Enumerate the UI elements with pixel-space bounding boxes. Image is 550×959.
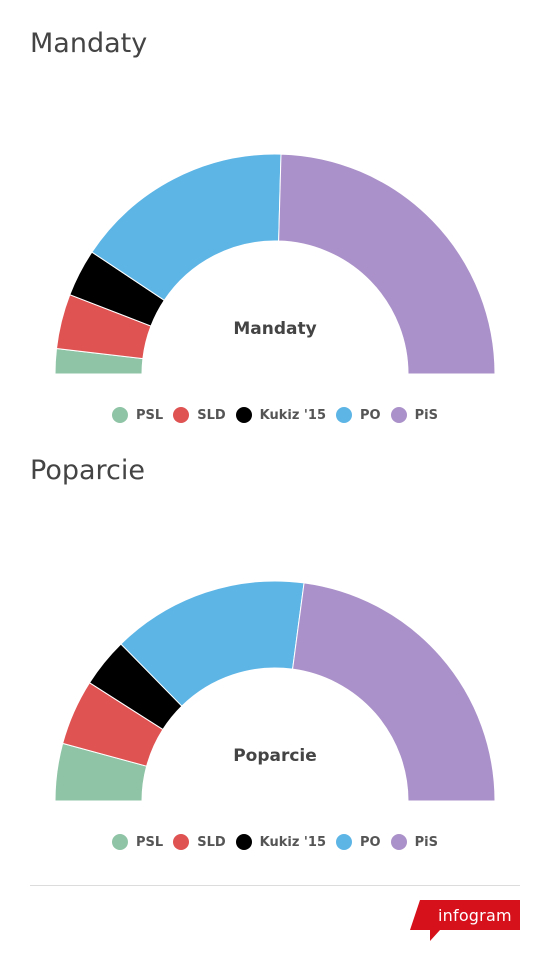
- chart-mandaty: Mandaty Mandaty PSL SLD Kukiz '15 PO PiS: [0, 0, 550, 440]
- legend-swatch: [173, 407, 190, 423]
- legend-label: PO: [360, 407, 381, 423]
- infogram-logo-icon: [410, 900, 520, 941]
- half-donut-chart: Mandaty: [54, 153, 496, 375]
- legend-item[interactable]: PSL: [112, 834, 163, 850]
- infogram-logo[interactable]: infogram: [410, 900, 520, 942]
- legend-swatch: [336, 407, 353, 423]
- legend-label: PSL: [136, 407, 164, 423]
- chart-title: Poparcie: [30, 455, 145, 486]
- legend-swatch: [235, 407, 252, 423]
- legend-swatch: [336, 834, 353, 850]
- legend-label: Kukiz '15: [259, 834, 327, 850]
- legend-item[interactable]: SLD: [173, 407, 226, 423]
- legend: PSL SLD Kukiz '15 PO PiS: [0, 834, 550, 850]
- legend-label: SLD: [197, 407, 226, 423]
- legend-swatch: [173, 834, 190, 850]
- legend-item[interactable]: PiS: [390, 834, 438, 850]
- legend: PSL SLD Kukiz '15 PO PiS: [0, 407, 550, 423]
- footer-divider: [30, 885, 520, 886]
- chart-poparcie: Poparcie Poparcie PSL SLD Kukiz '15 PO PiS: [0, 427, 550, 867]
- chart-title: Mandaty: [30, 28, 148, 59]
- center-label: Poparcie: [233, 746, 317, 766]
- legend-label: SLD: [197, 834, 226, 850]
- center-label: Mandaty: [233, 319, 316, 339]
- legend-item[interactable]: PO: [336, 407, 381, 423]
- legend-item[interactable]: SLD: [173, 834, 226, 850]
- legend-swatch: [235, 834, 252, 850]
- legend-swatch: [112, 834, 129, 850]
- slice-pis[interactable]: [292, 582, 496, 802]
- legend-label: Kukiz '15: [259, 407, 327, 423]
- legend-label: PiS: [414, 407, 438, 423]
- legend-swatch: [390, 407, 407, 423]
- infogram-logo-text: infogram: [438, 906, 512, 925]
- legend-item[interactable]: Kukiz '15: [235, 834, 327, 850]
- legend-item[interactable]: Kukiz '15: [235, 407, 327, 423]
- legend-label: PSL: [136, 834, 164, 850]
- legend-item[interactable]: PO: [336, 834, 381, 850]
- legend-label: PiS: [414, 834, 438, 850]
- legend-item[interactable]: PiS: [390, 407, 438, 423]
- legend-swatch: [390, 834, 407, 850]
- legend-label: PO: [360, 834, 381, 850]
- legend-swatch: [112, 407, 129, 423]
- slice-pis[interactable]: [278, 153, 496, 375]
- legend-item[interactable]: PSL: [112, 407, 163, 423]
- half-donut-chart: Poparcie: [54, 580, 496, 802]
